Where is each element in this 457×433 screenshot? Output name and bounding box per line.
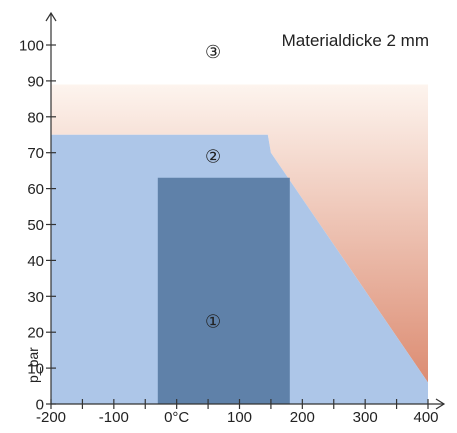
x-tick-label-100: 100	[227, 409, 252, 426]
x-tick-label-0: 0°C	[164, 409, 189, 426]
y-tick-label-60: 60	[27, 181, 44, 198]
y-tick-label-20: 20	[27, 325, 44, 342]
axes-layer: 0 10 20 30 40 50 60 70 80 90 100 -200 -100 0°C 100 200 3…	[19, 11, 446, 426]
y-tick-label-30: 30	[27, 289, 44, 306]
y-tick-label-40: 40	[27, 253, 44, 270]
chart-title: Materialdicke 2 mm	[282, 31, 429, 50]
y-tick-label-80: 80	[27, 109, 44, 126]
y-axis-arrow	[45, 11, 57, 22]
x-tick-label--200: -200	[36, 409, 66, 426]
y-tick-label-50: 50	[27, 217, 44, 234]
y-tick-label-100: 100	[19, 38, 44, 55]
zone-2-label: ②	[205, 146, 221, 166]
regions-layer: ① ② ③	[51, 42, 428, 405]
y-tick-label-90: 90	[27, 73, 44, 90]
zone-1-label: ①	[205, 311, 221, 331]
y-tick-label-10: 10	[27, 361, 44, 378]
x-tick-label-300: 300	[353, 409, 378, 426]
zone-1-area	[157, 177, 290, 404]
x-axis-arrow	[435, 398, 446, 410]
x-tick-label-200: 200	[290, 409, 315, 426]
y-tick-label-0: 0	[36, 397, 44, 414]
zone-3-label: ③	[205, 42, 221, 62]
zone-3-area	[51, 84, 428, 383]
x-tick-label-400: 400	[413, 409, 438, 426]
y-tick-label-70: 70	[27, 145, 44, 162]
y-axis-label: p_bar	[25, 347, 41, 383]
x-tick-label--100: -100	[99, 409, 129, 426]
